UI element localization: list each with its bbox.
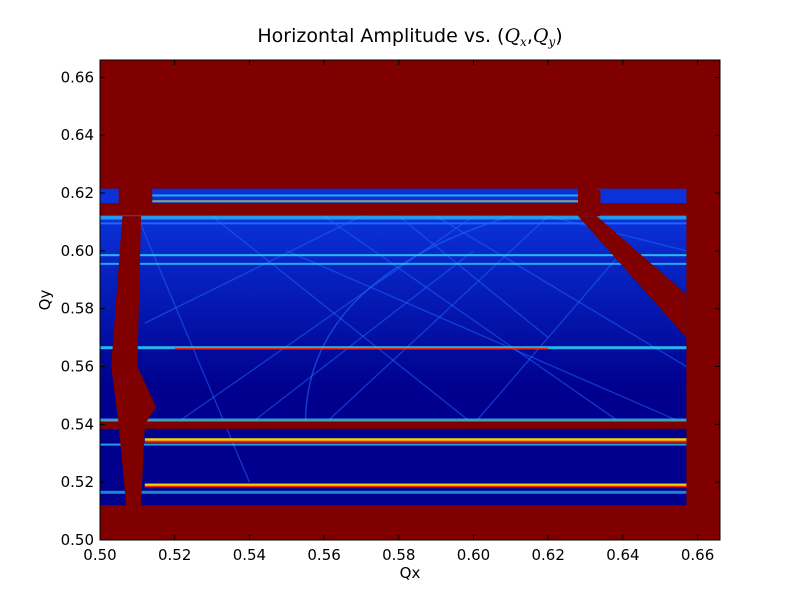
band-qy-0534 — [144, 438, 687, 443]
band-qy-0598 — [100, 254, 687, 257]
resonance-line — [144, 215, 362, 324]
y-tick-label: 0.62 — [61, 184, 94, 202]
y-tick-label: 0.50 — [61, 531, 94, 549]
plot-area — [99, 59, 721, 541]
band-qy-0533 — [100, 443, 687, 446]
resonance-line — [286, 250, 687, 425]
unstable-notch — [578, 190, 601, 217]
x-tick-label: 0.60 — [457, 546, 490, 564]
y-tick-label: 0.66 — [61, 68, 94, 86]
chart-title: Horizontal Amplitude vs. (Qx,Qy) — [257, 25, 562, 49]
band-qy-0566-core — [174, 347, 549, 350]
title-subscript-y: y — [547, 35, 555, 49]
unstable-column — [111, 216, 157, 506]
x-tick-label: 0.52 — [158, 546, 191, 564]
title-prefix: Horizontal Amplitude vs. ( — [257, 25, 504, 47]
x-tick-label: 0.66 — [681, 546, 714, 564]
resonance-curve — [304, 215, 512, 425]
x-axis: 0.50 0.52 0.54 0.56 0.58 0.60 0.62 0.64 0.66 — [83, 60, 714, 564]
resonance-line — [248, 250, 474, 425]
title-q-y: Q — [533, 25, 549, 47]
x-tick-label: 0.54 — [233, 546, 266, 564]
y-axis: 0.50 0.52 0.54 0.56 0.58 0.60 0.62 0.64 0.66 — [61, 68, 720, 549]
x-tick-label: 0.62 — [531, 546, 564, 564]
x-tick-label: 0.58 — [382, 546, 415, 564]
band-qy-0519-core — [144, 485, 687, 488]
upper-strip-yellow — [152, 200, 579, 203]
resonance-line — [323, 215, 549, 425]
band-qy-0596 — [100, 262, 687, 265]
unstable-wedge — [578, 216, 687, 338]
band-qy-0534-core — [144, 440, 687, 443]
x-tick-label: 0.56 — [307, 546, 340, 564]
resonance-line — [435, 215, 687, 368]
x-tick-label: 0.50 — [83, 546, 116, 564]
y-tick-label: 0.60 — [61, 242, 94, 260]
y-axis-label: Qy — [36, 290, 54, 311]
band-qy-0540 — [100, 419, 687, 429]
resonance-line — [398, 215, 549, 339]
y-tick-label: 0.52 — [61, 473, 94, 491]
title-separator: , — [527, 25, 533, 47]
y-tick-label: 0.64 — [61, 126, 94, 144]
x-axis-label: Qx — [400, 564, 421, 582]
band-qy-0519 — [144, 483, 687, 487]
upper-strip-right — [596, 188, 687, 204]
heatmap-layer — [100, 60, 720, 540]
resonance-line — [323, 215, 624, 425]
title-subscript-x: x — [520, 35, 527, 49]
resonance-line — [211, 215, 474, 425]
y-tick-label: 0.58 — [61, 300, 94, 318]
x-tick-label: 0.64 — [606, 546, 639, 564]
title-q-x: Q — [504, 25, 520, 47]
y-tick-label: 0.56 — [61, 358, 94, 376]
band-qy-0566 — [100, 346, 687, 350]
axes-frame — [99, 59, 721, 541]
band-qy-0610 — [100, 222, 687, 225]
band-qy-0541 — [100, 418, 687, 422]
title-suffix: ) — [555, 25, 562, 47]
upper-strip-left — [100, 188, 119, 204]
y-tick-label: 0.54 — [61, 415, 94, 433]
band-qy-0517 — [100, 490, 687, 494]
resonance-line — [548, 215, 687, 252]
upper-strip-line — [152, 194, 579, 197]
band-qy-0612 — [100, 215, 687, 220]
